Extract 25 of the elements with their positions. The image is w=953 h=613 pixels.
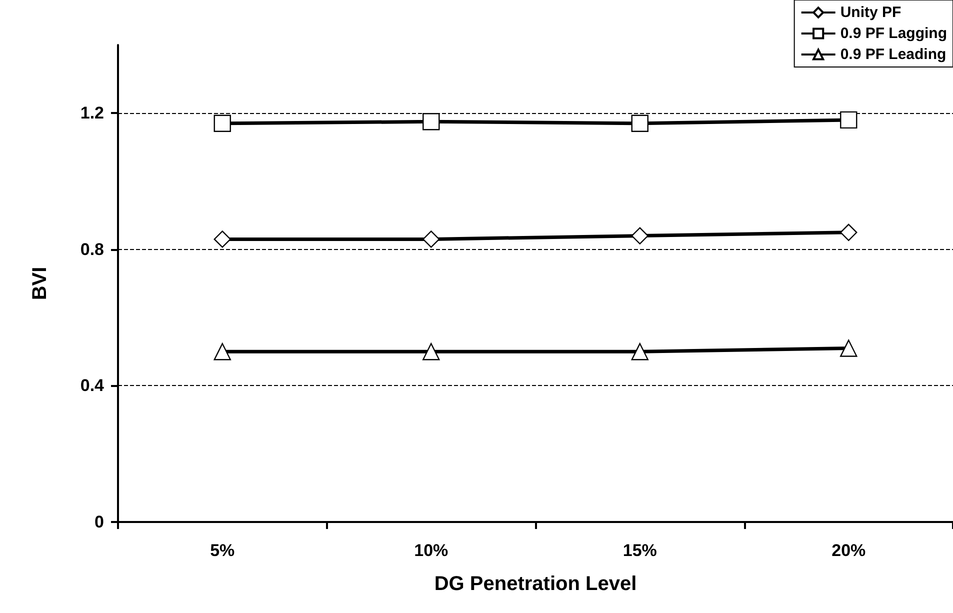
point	[422, 230, 440, 248]
legend-label: Unity PF	[840, 4, 902, 21]
x-axis-title: DG Penetration Level	[434, 573, 637, 595]
point	[631, 227, 648, 244]
legend-label: 0.9 PF Lagging	[840, 25, 948, 42]
point	[631, 114, 648, 132]
point	[214, 114, 231, 132]
y-tick-label: 0.8	[80, 240, 104, 259]
legend-label: 0.9 PF Leading	[840, 46, 946, 63]
y-tick-label: 0	[94, 512, 104, 532]
y-axis-title: BVI	[29, 266, 51, 300]
point	[840, 111, 858, 129]
y-tick-label: 1.2	[80, 104, 104, 123]
point	[214, 343, 231, 360]
point	[840, 340, 858, 357]
point	[214, 230, 231, 248]
point	[422, 343, 440, 360]
point	[840, 224, 858, 241]
point	[422, 113, 440, 130]
x-tick-label: 5%	[210, 541, 235, 560]
x-tick-label: 15%	[622, 541, 657, 560]
x-tick-label: 20%	[832, 541, 866, 560]
x-tick-label: 10%	[414, 541, 448, 560]
y-tick-label: 0.4	[80, 376, 105, 396]
point	[631, 343, 648, 360]
